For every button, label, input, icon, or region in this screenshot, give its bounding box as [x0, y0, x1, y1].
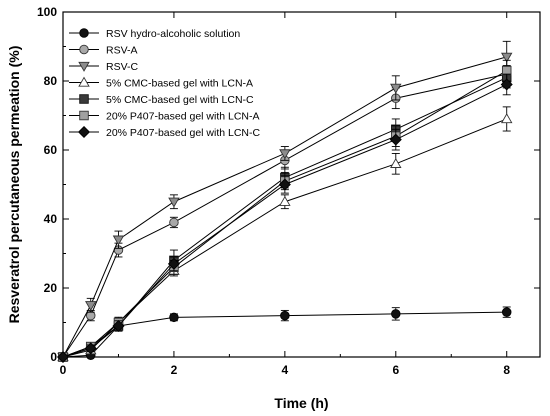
- data-point: [501, 52, 513, 63]
- y-tick-label: 60: [44, 143, 58, 157]
- data-point: [85, 301, 97, 312]
- y-tick-label: 80: [44, 74, 58, 88]
- data-point: [279, 149, 291, 160]
- data-point: [501, 307, 512, 317]
- data-point: [280, 310, 290, 321]
- legend-label: 5% CMC-based gel with LCN-C: [106, 94, 254, 106]
- legend-item: RSV-A: [69, 45, 138, 57]
- legend-label: 20% P407-based gel with LCN-C: [106, 127, 260, 139]
- data-point: [56, 350, 70, 364]
- data-point: [500, 78, 513, 91]
- legend-item: 20% P407-based gel with LCN-C: [69, 125, 260, 139]
- legend-label: RSV-A: [106, 45, 138, 57]
- data-point: [278, 178, 291, 191]
- data-point: [501, 113, 513, 124]
- series-4: [57, 106, 513, 362]
- data-point: [279, 195, 291, 206]
- legend: RSV hydro-alcoholic solution RSV-A RSV-C 5%…: [69, 28, 260, 139]
- x-tick-label: 2: [171, 363, 178, 377]
- legend-marker: [78, 61, 90, 72]
- y-tick-label: 20: [44, 281, 58, 295]
- legend-label: RSV hydro-alcoholic solution: [106, 28, 240, 40]
- legend-marker: [79, 44, 89, 55]
- y-axis: 0 20 40 60 80 100: [37, 5, 540, 364]
- x-tick-label: 8: [503, 363, 510, 377]
- x-tick-label: 4: [282, 363, 289, 377]
- data-point: [168, 197, 180, 208]
- legend-marker: [79, 110, 89, 121]
- legend-marker: [78, 76, 90, 87]
- legend-label: 5% CMC-based gel with LCN-A: [106, 78, 253, 90]
- data-point: [390, 157, 402, 168]
- legend-item: 20% P407-based gel with LCN-A: [69, 111, 260, 123]
- legend-marker: [79, 28, 89, 38]
- data-point: [389, 133, 402, 146]
- legend-item: 5% CMC-based gel with LCN-C: [69, 94, 254, 106]
- x-axis: 0 2 4 6 8: [60, 12, 510, 377]
- legend-label: 20% P407-based gel with LCN-A: [106, 111, 260, 123]
- legend-marker: [79, 94, 89, 104]
- data-point: [169, 312, 179, 323]
- series-7: [56, 73, 513, 364]
- legend-label: RSV-C: [106, 61, 139, 73]
- y-tick-label: 0: [50, 350, 57, 364]
- data-point: [167, 257, 180, 270]
- y-tick-label: 40: [44, 212, 58, 226]
- y-axis-title: Resveratrol percutaneous permeation (%): [6, 46, 22, 324]
- data-point: [112, 319, 125, 332]
- data-point: [84, 342, 97, 355]
- x-axis-title: Time (h): [274, 395, 328, 411]
- data-point: [390, 83, 402, 94]
- data-point: [112, 235, 125, 246]
- x-tick-label: 0: [60, 363, 67, 377]
- legend-marker: [77, 125, 91, 139]
- legend-item: RSV hydro-alcoholic solution: [69, 28, 240, 40]
- series-layer: [56, 40, 513, 364]
- x-tick-label: 6: [392, 363, 399, 377]
- legend-item: RSV-C: [69, 61, 139, 73]
- data-point: [391, 309, 401, 319]
- data-point: [169, 217, 179, 228]
- legend-item: 5% CMC-based gel with LCN-A: [69, 76, 253, 90]
- y-tick-label: 100: [37, 5, 57, 19]
